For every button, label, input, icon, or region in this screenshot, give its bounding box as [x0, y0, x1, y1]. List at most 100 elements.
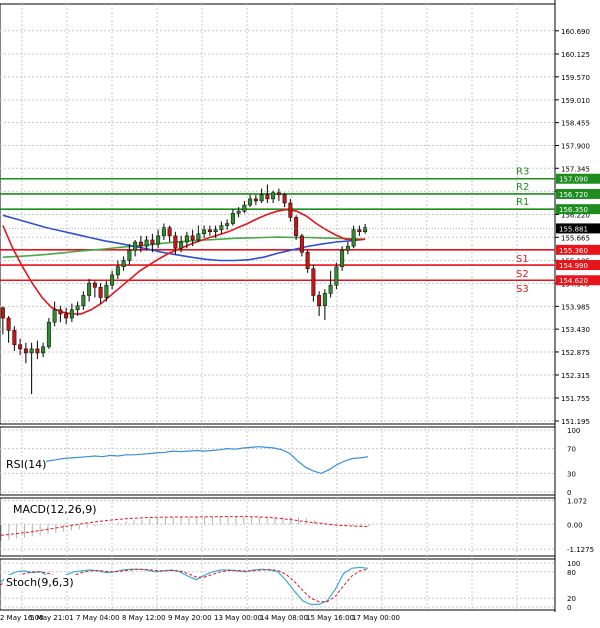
- price-axis-label: 151.195: [561, 418, 590, 426]
- stoch-label: Stoch(9,6,3): [6, 576, 74, 589]
- x-axis-label: 8 May 12:00: [122, 614, 166, 622]
- candle-body: [225, 223, 230, 226]
- level-value-label: 154.990: [559, 262, 588, 270]
- price-axis-label: 153.430: [561, 326, 590, 334]
- price-axis-label: 155.665: [561, 234, 590, 242]
- x-axis-label: 5 May 21:01: [30, 614, 74, 622]
- candle-body: [127, 249, 132, 261]
- price-axis-label: 156.220: [561, 211, 590, 219]
- candle-body: [305, 252, 310, 269]
- candle-body: [138, 241, 143, 247]
- x-axis-label: 14 May 08:00: [260, 614, 308, 622]
- x-axis-label: 2 May 16:00: [0, 614, 44, 622]
- level-tag-r1: [556, 204, 600, 215]
- candle-body: [345, 245, 350, 251]
- candle-body: [357, 229, 362, 233]
- candle-body: [75, 305, 80, 311]
- rsi-line: [39, 446, 369, 475]
- candle-body: [196, 233, 201, 241]
- price-axis-label: 152.315: [561, 372, 590, 380]
- macd-axis-label: 0.00: [567, 521, 583, 529]
- candle-body: [52, 309, 57, 323]
- candle-body: [340, 249, 345, 267]
- candle-body: [104, 284, 109, 298]
- level-name-label: S1: [516, 254, 529, 265]
- candle-body: [253, 198, 258, 202]
- candle-body: [282, 194, 287, 204]
- candle-body: [248, 198, 253, 206]
- candle-body: [0, 307, 5, 319]
- candle-body: [207, 229, 212, 233]
- price-axis-label: 152.875: [561, 349, 590, 357]
- level-tag-s1: [556, 244, 600, 255]
- stoch-axis-label: 0: [567, 604, 571, 612]
- candle-body: [69, 309, 74, 319]
- macd-axis-label: -1.1275: [567, 546, 594, 554]
- candle-body: [29, 348, 34, 354]
- level-value-label: 154.620: [559, 277, 588, 285]
- x-axis-label: 15 May 16:00: [306, 614, 354, 622]
- candle-body: [98, 286, 103, 298]
- x-axis-label: 17 May 00:00: [352, 614, 400, 622]
- candle-body: [58, 309, 63, 315]
- candle-body: [213, 229, 218, 233]
- ma-red-line: [2, 208, 366, 315]
- price-axis-label: 160.690: [561, 28, 590, 36]
- rsi-axis-label: 70: [567, 446, 576, 454]
- candle-body: [299, 235, 304, 253]
- level-name-label: S3: [516, 284, 529, 295]
- macd-signal-line: [0, 516, 370, 536]
- candle-body: [23, 348, 28, 354]
- candle-body: [236, 210, 241, 214]
- candle-body: [190, 235, 195, 241]
- candle-body: [179, 241, 184, 249]
- candle-body: [242, 204, 247, 212]
- candle-body: [288, 202, 293, 218]
- ma-blue-line: [2, 214, 366, 262]
- candle-body: [328, 284, 333, 294]
- macd-axis-label: 1.072: [567, 498, 587, 506]
- candle-body: [259, 194, 264, 202]
- macd-label: MACD(12,26,9): [13, 503, 97, 516]
- candle-body: [6, 317, 11, 331]
- candle-body: [64, 313, 69, 319]
- stoch-axis-label: 100: [567, 560, 580, 568]
- level-value-label: 156.350: [559, 206, 588, 214]
- rsi-axis-label: 30: [567, 470, 576, 478]
- candle-body: [311, 268, 316, 296]
- x-axis-label: 9 May 20:00: [168, 614, 212, 622]
- candle-body: [271, 192, 276, 200]
- level-name-label: R2: [516, 182, 529, 193]
- candle-body: [161, 227, 166, 237]
- level-name-label: S2: [516, 269, 529, 280]
- rsi-label-bg: [4, 456, 46, 470]
- rsi-axis-label: 100: [567, 427, 580, 435]
- ma-green-line: [2, 236, 366, 258]
- candle-body: [121, 260, 126, 267]
- price-axis-label: 151.755: [561, 395, 590, 403]
- candle-body: [322, 293, 327, 306]
- candle-body: [184, 235, 189, 243]
- stoch-label-bg: [4, 575, 84, 589]
- candle-body: [351, 229, 356, 247]
- rsi-axis-label: 0: [567, 489, 571, 497]
- candle-body: [294, 217, 299, 237]
- price-axis-label: 157.900: [561, 142, 590, 150]
- macd-label-bg: [10, 502, 94, 516]
- rsi-panel-frame: [0, 426, 556, 496]
- level-value-label: 157.090: [559, 176, 588, 184]
- candle-body: [41, 346, 46, 354]
- x-axis-label: 13 May 00:00: [214, 614, 262, 622]
- candle-body: [173, 235, 178, 249]
- level-name-label: R3: [516, 167, 529, 178]
- level-tag-s3: [556, 275, 600, 286]
- candle-body: [167, 227, 172, 237]
- candle-body: [219, 225, 224, 230]
- level-tag-r3: [556, 173, 600, 184]
- level-value-label: 155.360: [559, 247, 588, 255]
- candle-body: [133, 241, 138, 251]
- x-axis-label: 7 May 04:00: [76, 614, 120, 622]
- candle-body: [92, 282, 97, 288]
